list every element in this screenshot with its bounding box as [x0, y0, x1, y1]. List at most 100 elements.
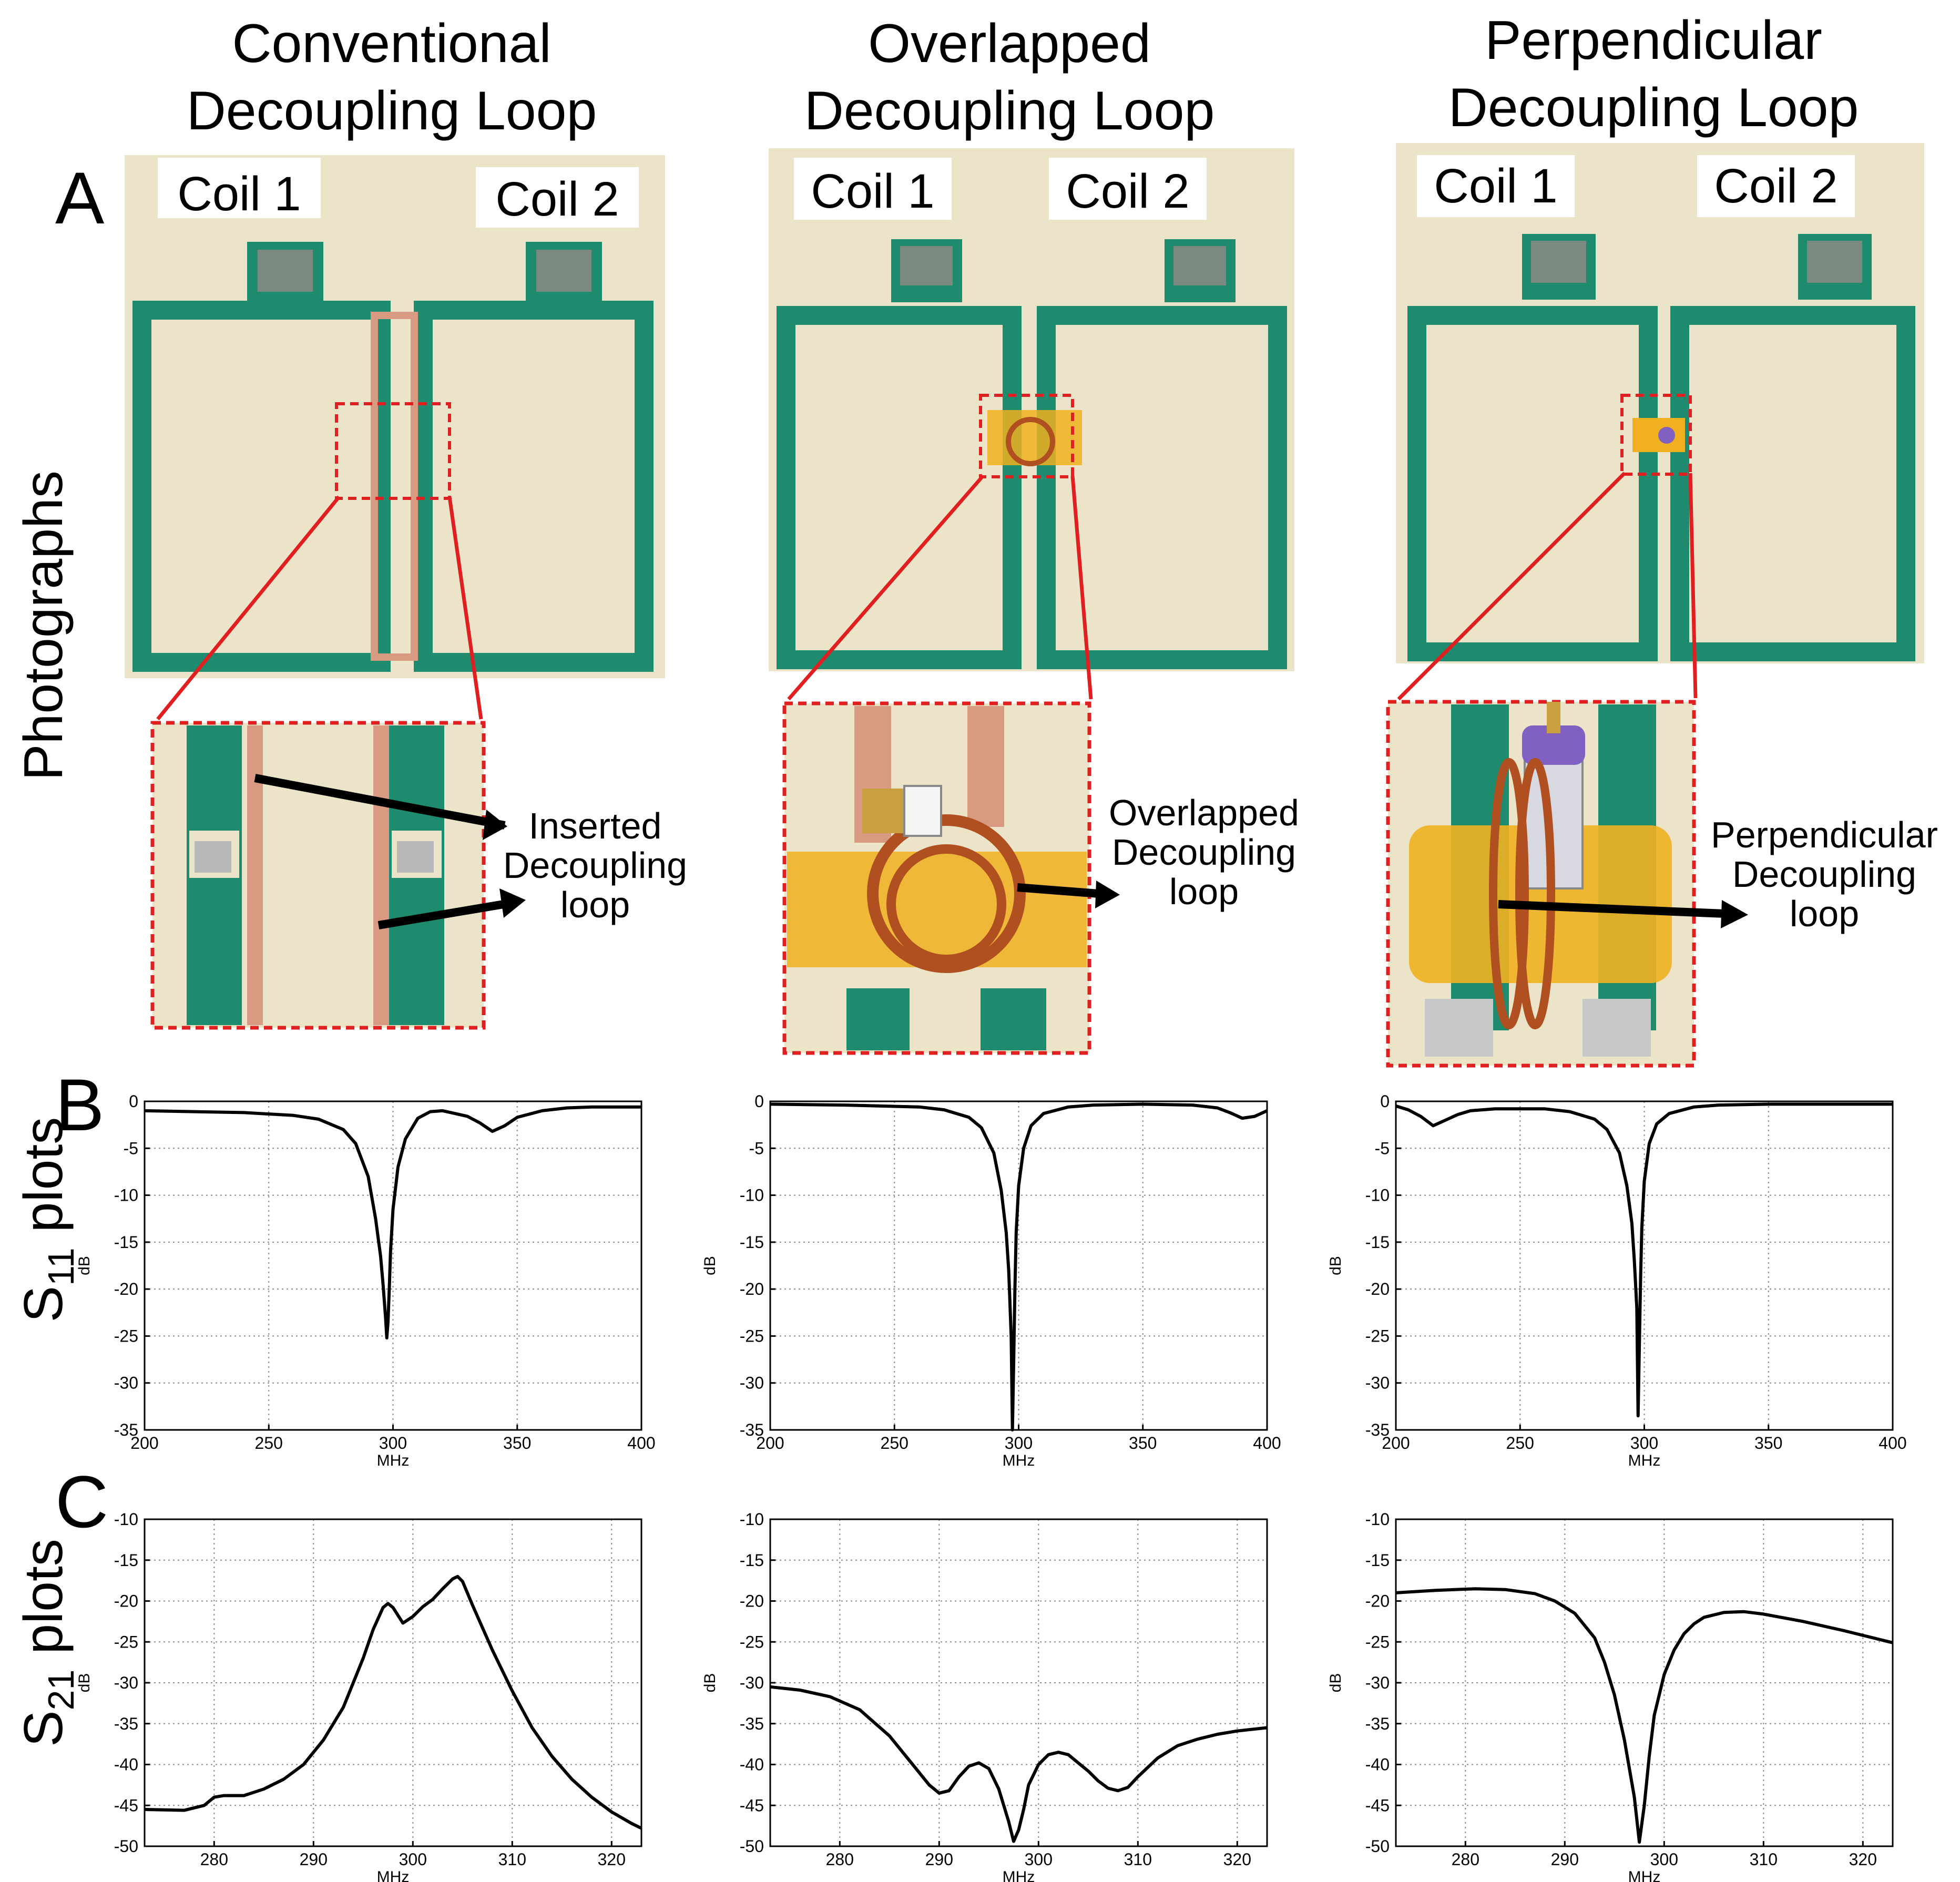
- y-tick-label: -25: [1365, 1326, 1390, 1345]
- zoom-box: [1620, 394, 1692, 476]
- inset-trimmer-cap: [1522, 725, 1585, 765]
- y-tick-label: -25: [114, 1632, 138, 1651]
- x-tick-label: 200: [756, 1434, 784, 1453]
- s21-chart-conventional: 280 290 300 310 320 -10 -15 -20 -25 -30 -35 -40 -45 -…: [76, 1510, 642, 1882]
- x-tick-label: 300: [399, 1850, 427, 1869]
- callout-line-right: [447, 496, 483, 720]
- x-axis-label: MHz: [1628, 1868, 1661, 1882]
- x-tick-label: 250: [881, 1434, 908, 1453]
- arrow-head: [1095, 881, 1120, 908]
- callout-line3: loop: [560, 884, 630, 925]
- x-tick-label: 350: [1754, 1434, 1782, 1453]
- y-tick-label: -15: [114, 1551, 138, 1570]
- y-tick-label: -30: [114, 1374, 138, 1393]
- inset-trimmer-screw: [1547, 702, 1560, 733]
- x-tick-label: 300: [1630, 1434, 1658, 1453]
- callout-line-left: [1397, 472, 1626, 701]
- inset-trimmer-body: [903, 785, 942, 837]
- x-tick-label: 200: [1382, 1434, 1410, 1453]
- callout-line3: loop: [1790, 893, 1859, 934]
- y-tick-label: -5: [1375, 1139, 1390, 1158]
- arrow-shaft: [1498, 900, 1725, 918]
- y-tick-label: -40: [114, 1755, 138, 1774]
- title-perpendicular-line1: Perpendicular: [1485, 10, 1822, 71]
- coil2-label-box: [476, 167, 639, 228]
- x-tick-label: 320: [1223, 1850, 1251, 1869]
- coil1-label: Coil 1: [1434, 159, 1557, 213]
- y-tick-label: -15: [740, 1551, 764, 1570]
- s21-chart-overlapped: 280 290 300 310 320 -10 -15 -20 -25 -30 -35 -40 -45 -…: [701, 1510, 1268, 1882]
- y-tick-label: -25: [740, 1632, 764, 1651]
- y-axis-label: dB: [1327, 1673, 1344, 1693]
- y-tick-label: -20: [114, 1592, 138, 1611]
- arrow-head: [1721, 900, 1748, 928]
- series-line: [770, 1102, 1268, 1431]
- coil1-label: Coil 1: [177, 167, 301, 221]
- callout-line1: Overlapped: [1109, 792, 1299, 833]
- s11-base: S: [13, 1286, 74, 1322]
- row-label-s11: S11 plots: [13, 1117, 81, 1323]
- coil2-label: Coil 2: [495, 172, 619, 226]
- y-tick-label: -30: [740, 1673, 764, 1692]
- x-tick-label: 280: [200, 1850, 228, 1869]
- inset-coil-wind-1: [1489, 758, 1529, 1029]
- title-overlapped-line2: Decoupling Loop: [804, 80, 1215, 141]
- inset-loop-right: [373, 725, 389, 1025]
- photo-perpendicular: Coil 1 Coil 2 Perpendicular Decoupling l…: [1386, 143, 1938, 1068]
- inset-coil-wind-2: [1515, 758, 1555, 1029]
- trimmer-1: [1531, 241, 1586, 283]
- y-tick-label: -20: [740, 1592, 764, 1611]
- x-axis-label: MHz: [1628, 1452, 1661, 1469]
- coil1-label-box: [158, 158, 321, 218]
- x-tick-label: 290: [925, 1850, 953, 1869]
- y-axis-label: dB: [76, 1673, 93, 1693]
- y-tick-label: -30: [1365, 1374, 1390, 1393]
- column-titles: Conventional Decoupling Loop Overlapped …: [187, 10, 1859, 141]
- y-tick-label: -15: [1365, 1233, 1390, 1252]
- y-tick-label: -10: [114, 1186, 138, 1205]
- series-line: [1395, 1102, 1893, 1418]
- y-tick-label: -50: [1365, 1837, 1390, 1856]
- coil-frame-1: [777, 306, 1022, 669]
- callout-line3: loop: [1169, 871, 1239, 912]
- x-tick-label: 250: [1506, 1434, 1534, 1453]
- y-tick-label: -15: [1365, 1551, 1390, 1570]
- y-tick-label: -35: [114, 1714, 138, 1733]
- callout-line-left: [787, 474, 985, 701]
- x-tick-label: 300: [1650, 1850, 1678, 1869]
- y-tick-label: -35: [1365, 1714, 1390, 1733]
- x-axis-label: MHz: [377, 1452, 410, 1469]
- arrow-head-2: [499, 888, 526, 918]
- y-axis-label: dB: [1327, 1256, 1344, 1275]
- x-axis-label: MHz: [1003, 1452, 1035, 1469]
- coil2-label-box: [1697, 155, 1855, 217]
- x-tick-label: 250: [255, 1434, 283, 1453]
- overlapped-loop: [1006, 417, 1055, 466]
- y-tick-label: -45: [114, 1796, 138, 1815]
- y-tick-label: -10: [740, 1186, 764, 1205]
- y-tick-label: -25: [114, 1326, 138, 1345]
- y-tick-label: -40: [740, 1755, 764, 1774]
- s11-chart-perpendicular: 200 250 300 350 400 0 -5 -10 -15 -20 -25 -30 -35 MHz d…: [1327, 1092, 1907, 1469]
- y-tick-label: -15: [740, 1233, 764, 1252]
- inset-trimmer-brass: [862, 789, 904, 833]
- s21-base: S: [13, 1711, 74, 1747]
- y-tick-label: -20: [114, 1280, 138, 1298]
- x-tick-label: 310: [1750, 1850, 1778, 1869]
- coil2-label-box: [1049, 158, 1207, 220]
- x-tick-label: 350: [503, 1434, 531, 1453]
- coil-frame-2: [414, 301, 654, 672]
- y-tick-label: -15: [114, 1233, 138, 1252]
- coil-frame-1: [1407, 306, 1658, 661]
- y-axis-label: dB: [701, 1673, 719, 1693]
- y-tick-label: -45: [1365, 1796, 1390, 1815]
- zoom-box: [979, 394, 1074, 478]
- x-tick-label: 310: [498, 1850, 526, 1869]
- board-overlapped: [769, 148, 1294, 671]
- y-tick-label: -40: [1365, 1755, 1390, 1774]
- callout-text-overlapped: Overlapped Decoupling loop: [1109, 792, 1299, 912]
- row-label-photographs: Photographs: [13, 470, 74, 781]
- y-tick-label: -10: [740, 1510, 764, 1529]
- trimmer-2: [1807, 241, 1862, 283]
- x-tick-label: 290: [1551, 1850, 1579, 1869]
